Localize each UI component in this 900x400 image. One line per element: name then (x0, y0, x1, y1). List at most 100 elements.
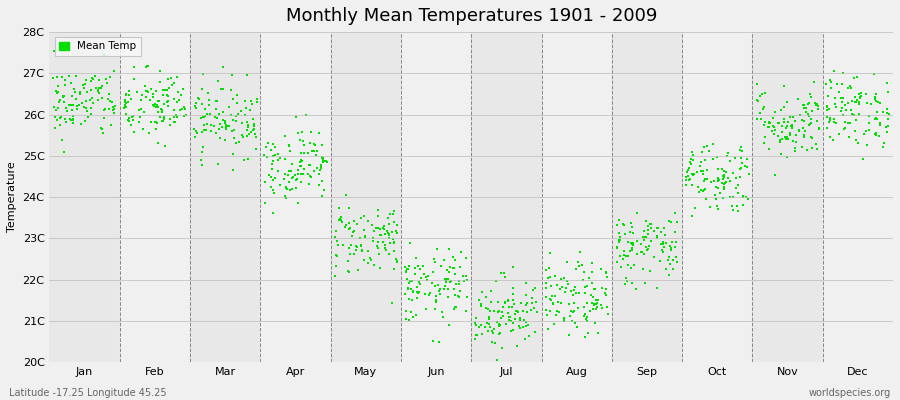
Point (311, 171, 326, 177)
Point (402, 240, 417, 246)
Point (758, 90, 772, 96)
Point (560, 278, 574, 284)
Point (546, 321, 561, 328)
Point (538, 307, 553, 313)
Point (212, 121, 227, 128)
Point (613, 253, 627, 260)
Point (654, 241, 669, 247)
Bar (682, 32, 752, 362)
Point (842, 134, 857, 141)
Point (881, 116, 896, 122)
Point (612, 236, 626, 243)
Point (422, 292, 436, 298)
Point (86, 74, 100, 81)
Point (426, 338, 440, 344)
Point (117, 105, 131, 112)
Point (204, 122, 219, 128)
Point (58, 92, 72, 99)
Point (273, 182, 287, 188)
Point (811, 103, 825, 110)
Point (332, 205, 347, 212)
Point (53, 114, 68, 120)
Point (491, 331, 506, 338)
Point (225, 151, 239, 158)
Point (308, 142, 322, 148)
Point (644, 225, 658, 232)
Point (542, 265, 556, 272)
Point (611, 237, 625, 243)
Point (484, 299, 499, 305)
Point (757, 104, 771, 110)
Point (211, 161, 225, 168)
Point (346, 228, 360, 235)
Point (356, 256, 371, 263)
Point (849, 98, 863, 105)
Point (215, 64, 230, 70)
Point (329, 251, 344, 258)
Point (240, 72, 255, 78)
Point (278, 171, 293, 177)
Point (134, 97, 148, 104)
Point (853, 90, 868, 96)
Point (209, 98, 223, 104)
Point (710, 202, 724, 209)
Point (680, 177, 694, 184)
Point (207, 123, 221, 130)
Point (697, 170, 711, 177)
Point (360, 260, 374, 267)
Point (329, 238, 344, 244)
Point (157, 87, 171, 93)
Point (503, 318, 517, 324)
Point (453, 264, 467, 270)
Point (118, 103, 132, 109)
Point (733, 166, 747, 172)
Point (872, 132, 886, 139)
Point (428, 293, 443, 299)
Point (170, 99, 184, 105)
Point (438, 276, 453, 282)
Point (434, 263, 448, 269)
Point (852, 91, 867, 97)
Point (262, 172, 276, 178)
Point (788, 148, 803, 155)
Point (247, 126, 261, 132)
Point (802, 100, 816, 106)
Point (644, 238, 658, 244)
Point (474, 303, 489, 309)
Point (288, 176, 302, 183)
Point (53, 115, 68, 122)
Point (148, 118, 163, 125)
Point (478, 324, 492, 331)
Point (449, 281, 464, 287)
Point (778, 125, 793, 131)
Point (107, 106, 122, 112)
Point (711, 175, 725, 182)
Point (709, 154, 724, 160)
Point (820, 107, 834, 113)
Point (848, 128, 862, 134)
Point (188, 103, 202, 109)
Point (53, 122, 68, 128)
Point (350, 220, 365, 227)
Point (212, 78, 226, 84)
Point (584, 260, 598, 266)
Point (518, 319, 533, 325)
Point (329, 228, 344, 234)
Point (482, 314, 497, 320)
Point (718, 179, 733, 186)
Point (626, 242, 640, 248)
Point (119, 110, 133, 117)
Point (512, 317, 526, 323)
Point (366, 228, 381, 234)
Point (428, 259, 442, 266)
Point (808, 141, 823, 148)
Point (338, 224, 352, 230)
Point (248, 134, 263, 140)
Point (364, 257, 379, 263)
Point (335, 219, 349, 226)
Point (382, 231, 396, 237)
Point (160, 103, 175, 109)
Point (302, 139, 317, 146)
Point (680, 166, 695, 173)
Point (683, 156, 698, 162)
